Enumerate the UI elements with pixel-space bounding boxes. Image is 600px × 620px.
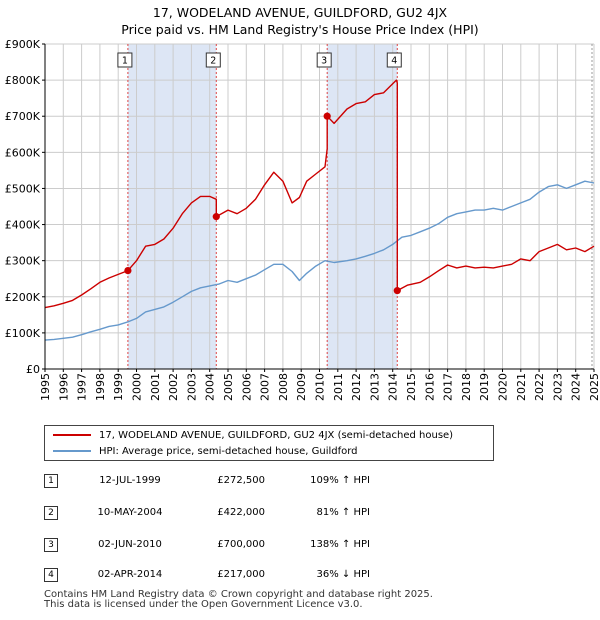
price-chart: 1 2 3 4 £0 £100K £200K £300K £400K £500K £600K £70… xyxy=(5,38,600,401)
x-tick-label: 1996 xyxy=(57,373,70,401)
sale-number-badge: 2 xyxy=(44,506,58,520)
x-tick-label: 2021 xyxy=(515,373,528,401)
x-tick-label: 2000 xyxy=(131,373,144,401)
footer-line-copyright: Contains HM Land Registry data © Crown c… xyxy=(44,589,433,600)
shaded-range xyxy=(327,44,398,369)
sale-price: £422,000 xyxy=(217,507,265,518)
grid-lines xyxy=(44,43,595,370)
x-tick-label: 2025 xyxy=(588,373,600,401)
table-row: 4 02-APR-2014 £217,000 36% ↓ HPI xyxy=(0,566,600,586)
y-tick-label: £900K xyxy=(5,38,41,51)
legend-item-hpi: HPI: Average price, semi-detached house,… xyxy=(53,444,358,460)
y-tick-labels: £0 £100K £200K £300K £400K £500K £600K £700K £80… xyxy=(5,38,41,376)
sale-point xyxy=(212,213,220,221)
sale-point xyxy=(393,287,401,295)
sale-hpi-change: 109% ↑ HPI xyxy=(310,475,370,486)
sale-date: 12-JUL-1999 xyxy=(99,475,161,486)
x-tick-label: 2017 xyxy=(442,373,455,401)
sale-point xyxy=(323,112,331,120)
table-row: 3 02-JUN-2010 £700,000 138% ↑ HPI xyxy=(0,536,600,556)
x-tick-label: 2006 xyxy=(240,373,253,401)
y-tick-label: £500K xyxy=(5,182,41,195)
sale-point xyxy=(124,266,132,275)
sale-hpi-change: 81% ↑ HPI xyxy=(316,507,370,518)
x-tick-label: 2003 xyxy=(185,373,198,401)
x-tick-labels: 1995 1996 1997 1998 1999 2000 2001 2002 2003 2004… xyxy=(39,373,600,401)
shaded-ranges xyxy=(127,44,398,369)
sale-marker-box xyxy=(316,52,332,68)
x-tick-label: 2022 xyxy=(533,373,546,401)
chart-title-block: 17, WODELAND AVENUE, GUILDFORD, GU2 4JX … xyxy=(0,4,600,38)
y-tick-label: £200K xyxy=(5,291,41,304)
x-tick-label: 2013 xyxy=(368,373,381,401)
x-tick-label: 1997 xyxy=(76,373,89,401)
x-tick-label: 2007 xyxy=(259,373,272,401)
x-tick-label: 1999 xyxy=(112,373,125,401)
sale-marker-label: 1 xyxy=(122,56,128,67)
legend-label-price: 17, WODELAND AVENUE, GUILDFORD, GU2 4JX … xyxy=(99,430,454,441)
sale-marker-labels: 1 2 3 4 xyxy=(117,52,402,68)
sale-number-badge: 3 xyxy=(44,538,58,552)
sale-marker-box xyxy=(117,52,133,68)
x-tick-label: 1998 xyxy=(94,373,107,401)
sale-number-badge: 1 xyxy=(44,474,58,488)
x-tick-label: 2024 xyxy=(570,373,583,401)
footer-attribution: Contains HM Land Registry data © Crown c… xyxy=(44,590,433,610)
x-tick-label: 2011 xyxy=(332,373,345,401)
sale-marker-box xyxy=(386,52,402,68)
y-tick-label: £600K xyxy=(5,146,41,159)
legend-swatch-hpi xyxy=(53,450,91,452)
chart-title: 17, WODELAND AVENUE, GUILDFORD, GU2 4JX xyxy=(152,5,448,20)
x-tick-label: 2001 xyxy=(149,373,162,401)
x-tick-label: 2004 xyxy=(204,373,217,401)
axes xyxy=(42,43,595,372)
y-tick-label: £300K xyxy=(5,255,41,268)
x-tick-label: 2002 xyxy=(167,373,180,401)
series-lines xyxy=(44,79,595,341)
sale-marker-box xyxy=(205,52,221,68)
sale-marker-label: 2 xyxy=(210,56,216,67)
y-tick-label: £0 xyxy=(26,363,40,376)
x-tick-label: 2014 xyxy=(387,373,400,401)
x-tick-label: 2015 xyxy=(405,373,418,401)
x-tick-label: 2019 xyxy=(478,373,491,401)
y-tick-label: £800K xyxy=(5,74,41,87)
sale-number-badge: 4 xyxy=(44,568,58,582)
sale-marker-label: 3 xyxy=(321,56,327,67)
x-tick-label: 2009 xyxy=(295,373,308,401)
sale-points xyxy=(124,112,401,295)
legend-swatch-price xyxy=(53,434,91,436)
x-tick-label: 2016 xyxy=(423,373,436,401)
legend-item-price: 17, WODELAND AVENUE, GUILDFORD, GU2 4JX … xyxy=(53,428,453,444)
sale-hpi-change: 36% ↓ HPI xyxy=(316,569,370,580)
footer-line-licence: This data is licensed under the Open Gov… xyxy=(44,599,363,610)
y-tick-label: £700K xyxy=(5,110,41,123)
x-tick-label: 1995 xyxy=(39,373,52,401)
x-tick-label: 2020 xyxy=(497,373,510,401)
legend-label-hpi: HPI: Average price, semi-detached house,… xyxy=(99,446,358,457)
shaded-range xyxy=(127,44,217,369)
y-tick-label: £400K xyxy=(5,219,41,232)
x-tick-label: 2023 xyxy=(551,373,564,401)
x-tick-label: 2005 xyxy=(222,373,235,401)
x-tick-label: 2012 xyxy=(350,373,363,401)
y-tick-label: £100K xyxy=(5,327,41,340)
sale-date: 10-MAY-2004 xyxy=(97,507,163,518)
sale-hpi-change: 138% ↑ HPI xyxy=(310,539,370,550)
sale-date: 02-JUN-2010 xyxy=(98,539,162,550)
hpi-line xyxy=(44,180,595,341)
x-tick-label: 2008 xyxy=(277,373,290,401)
table-row: 2 10-MAY-2004 £422,000 81% ↑ HPI xyxy=(0,504,600,524)
sale-price: £272,500 xyxy=(217,475,265,486)
table-row: 1 12-JUL-1999 £272,500 109% ↑ HPI xyxy=(0,472,600,492)
sale-marker-label: 4 xyxy=(391,56,397,67)
x-tick-label: 2018 xyxy=(460,373,473,401)
sale-price: £700,000 xyxy=(217,539,265,550)
sale-price: £217,000 xyxy=(217,569,265,580)
x-tick-label: 2010 xyxy=(314,373,327,401)
sale-date: 02-APR-2014 xyxy=(97,569,163,580)
price-paid-line xyxy=(44,79,595,309)
legend: 17, WODELAND AVENUE, GUILDFORD, GU2 4JX … xyxy=(44,425,494,461)
chart-subtitle: Price paid vs. HM Land Registry's House … xyxy=(121,22,479,37)
